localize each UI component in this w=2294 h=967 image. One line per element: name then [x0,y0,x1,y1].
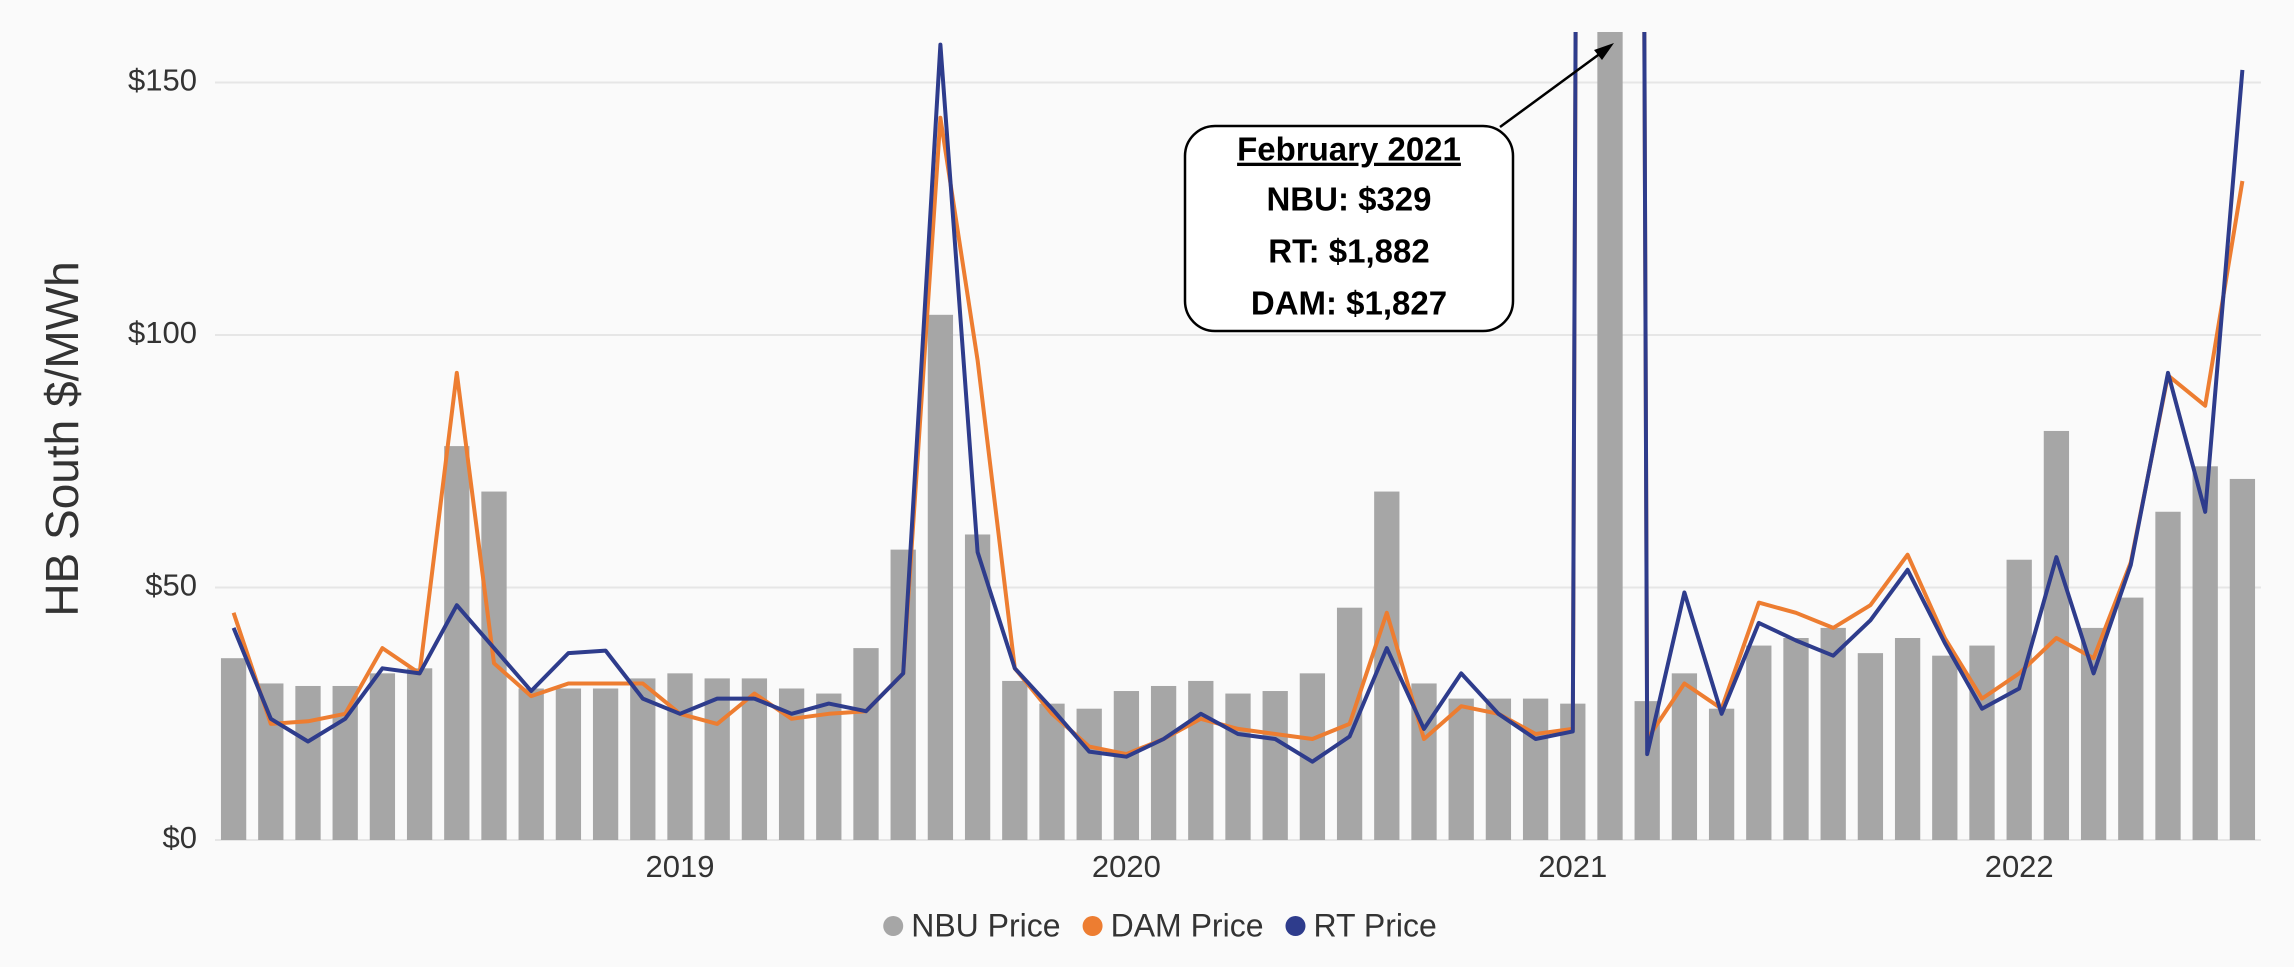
arrow-head [1594,43,1614,60]
bar [853,648,879,840]
bar [1039,703,1065,840]
y-axis-label: HB South $/MWh [36,261,88,616]
bar [1671,673,1698,840]
bar [816,693,842,840]
annotation-line: NBU: $329 [1266,181,1431,218]
bar [1894,638,1921,840]
bar [1002,680,1028,840]
bar [1485,698,1512,840]
bar [258,683,284,840]
bar [1522,698,1549,840]
bar [1746,645,1772,840]
bar [2118,597,2144,840]
legend-marker [1082,916,1103,936]
bar [1448,698,1474,840]
annotation-line: RT: $1,882 [1268,233,1429,270]
bar [1262,691,1288,840]
bar [667,673,693,840]
y-tick-label: $100 [128,315,197,350]
bar [1225,693,1251,840]
y-tick-label: $50 [145,568,197,603]
annotation-title: February 2021 [1237,131,1461,168]
bar [444,446,470,840]
bar [1597,32,1623,840]
bar [964,534,991,840]
bar [1076,708,1102,840]
bar [592,688,619,840]
bar [2080,627,2107,840]
bar [1150,685,1177,840]
bar [630,678,656,840]
bar [1113,691,1140,840]
bar [1857,653,1884,840]
bar [890,549,916,840]
bar [369,673,396,840]
legend-label: NBU Price [911,907,1060,943]
bar [1708,708,1735,840]
bar [2229,478,2256,840]
bar [2155,511,2181,840]
annotation-line: DAM: $1,827 [1251,285,1447,322]
annotation-arrow [1499,48,1606,129]
y-tick-label: $150 [128,63,197,98]
bar [2043,430,2070,840]
bar [1783,638,1809,840]
bar [741,678,768,840]
x-tick-label: 2021 [1538,849,1607,884]
bar [220,658,247,840]
bar [704,678,730,840]
x-tick-label: 2019 [646,849,715,884]
legend-marker [1285,916,1306,936]
annotation: February 2021 NBU: $329 RT: $1,882 DAM: … [1183,43,1614,333]
legend-label: RT Price [1313,907,1436,943]
line [231,32,2245,764]
bar [406,668,433,840]
bar [295,685,321,840]
bar [518,688,544,840]
bar [1932,655,1958,840]
legend-label: DAM Price [1111,907,1264,943]
x-tick-label: 2020 [1092,849,1161,884]
bar [1969,645,1995,840]
bar [927,314,954,840]
annotation-box [1183,124,1515,333]
legend: NBU Price DAM Price RT Price [883,907,1437,943]
y-tick-label: $0 [163,820,197,855]
plot-area [220,32,2256,840]
legend-marker [883,916,904,936]
x-tick-label: 2022 [1985,849,2054,884]
bar [555,688,582,840]
line [231,32,2245,757]
bar [2006,559,2032,840]
bar [1188,680,1214,840]
bar [1820,627,1846,840]
bar [2192,466,2218,840]
